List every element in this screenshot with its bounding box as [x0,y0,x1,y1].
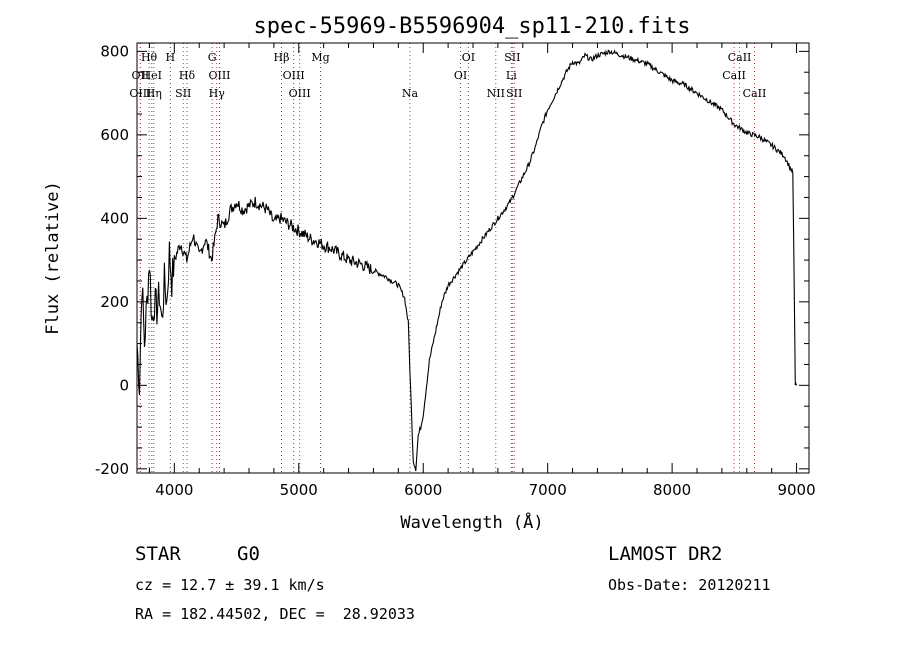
y-tick-label: 800 [100,42,129,60]
line-marker-label: SII [506,87,522,100]
line-marker-label: OI [454,69,467,82]
x-tick-label: 6000 [404,481,442,499]
x-tick-label: 7000 [529,481,567,499]
survey-name: LAMOST DR2 [608,543,723,565]
line-marker-label: CaII [728,51,752,64]
line-marker-label: HeI [142,69,162,82]
line-marker-label: H [166,51,176,64]
object-subclass: G0 [237,543,260,565]
y-tick-label: 200 [100,293,129,311]
plot-frame [136,42,810,474]
y-tick-label: 0 [119,376,129,394]
x-tick-label: 8000 [653,481,691,499]
observation-date: Obs-Date: 20120211 [608,576,771,594]
x-axis-label: Wavelength (Å) [400,511,543,533]
line-marker-label: OIII [283,69,305,82]
y-axis-label: Flux (relative) [43,181,63,335]
line-marker-label: SII [175,87,191,100]
line-marker-label: NII [487,87,505,100]
line-marker-label: Hδ [179,69,196,82]
line-marker-label: SII [504,51,520,64]
object-class: STAR [135,543,181,565]
x-tick-label: 4000 [155,481,193,499]
x-tick-label: 5000 [280,481,318,499]
line-marker-label: Hη [146,87,162,100]
y-tick-label: 600 [100,126,129,144]
line-marker-label: Na [402,87,419,100]
coordinates: RA = 182.44502, DEC = 28.92033 [135,605,415,623]
spectral-line-markers: HθOIIOIIIHeIHηHHδSIIGOIIIHγHβOIIIOIIIMgN… [129,43,766,473]
axis-ticks: 4000 5000 6000 7000 8000 9000 -200 0 200 400 600 80… [95,42,816,499]
line-marker-label: OIII [289,87,311,100]
line-marker-label: Hθ [141,51,158,64]
line-marker-label: Hγ [209,87,226,100]
chart-title: spec-55969-B5596904_sp11-210.fits [253,14,690,39]
line-marker-label: OIII [208,69,230,82]
x-tick-label: 9000 [777,481,815,499]
line-marker-label: Hβ [274,51,290,64]
line-marker-label: CaII [743,87,767,100]
redshift-value: cz = 12.7 ± 39.1 km/s [135,576,325,594]
spectrum-line [136,49,798,472]
line-marker-label: Li [506,69,517,82]
y-tick-label: -200 [95,460,129,478]
y-tick-label: 400 [100,209,129,227]
line-marker-label: CaII [722,69,746,82]
line-marker-label: Mg [311,51,329,64]
line-marker-label: OI [462,51,475,64]
line-marker-label: G [208,51,217,64]
